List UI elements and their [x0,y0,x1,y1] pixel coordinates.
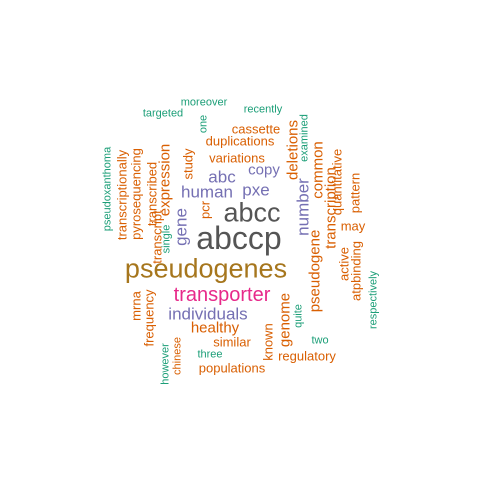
word-variations: variations [209,150,265,166]
word-may: may [340,218,366,234]
word-cassette: cassette [231,121,281,137]
word-recently: recently [243,103,283,116]
word-atpbinding: atpbinding [348,241,364,301]
word-expression: expression [156,143,174,217]
word-pseudoxanthoma: pseudoxanthoma [101,146,114,232]
word-abc: abc [208,167,236,187]
word-quite: quite [292,304,305,328]
word-copy: copy [248,161,280,179]
word-chinese: chinese [171,337,184,375]
word-frequency: frequency [141,289,157,347]
word-individuals: individuals [168,304,248,324]
word-abccp: abccp [196,220,282,256]
word-transcriptionally: transcriptionally [114,149,130,241]
word-pattern: pattern [347,172,363,214]
word-however: however [159,343,172,385]
word-respectively: respectively [367,270,380,330]
word-abcc: abcc [223,197,281,228]
word-populations: populations [198,360,266,376]
word-gene: gene [171,208,191,246]
word-common: common [309,141,327,199]
word-human: human [181,182,233,202]
word-transporter: transporter [173,284,271,306]
word-pcr: pcr [197,200,213,220]
word-quantitative: quantitative [329,148,345,216]
word-pyrosequencing: pyrosequencing [128,148,144,240]
word-moreover: moreover [180,96,228,109]
word-pseudogenes: pseudogenes [124,253,288,284]
word-healthy: healthy [190,319,240,337]
word-genome: genome [276,292,294,348]
word-one: one [197,114,210,134]
word-known: known [260,323,276,361]
word-pseudogene: pseudogene [306,229,324,313]
word-two: two [311,334,329,347]
word-examined: examined [298,114,311,162]
word-pxe: pxe [242,180,270,200]
word-similar: similar [213,334,251,350]
word-regulatory: regulatory [278,348,336,364]
word-duplications: duplications [205,133,275,149]
word-targeted: targeted [142,107,184,120]
word-three: three [197,348,223,361]
word-study: study [180,148,196,180]
word-single: single [160,224,173,254]
